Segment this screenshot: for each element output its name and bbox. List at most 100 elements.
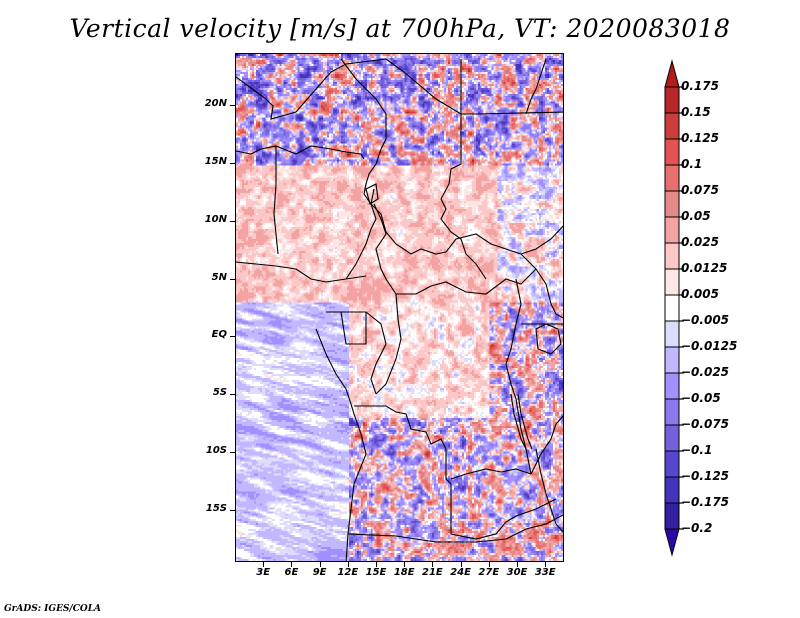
- border-drc-zambia: [450, 468, 532, 480]
- colorbar-level-label: −0.025: [681, 365, 730, 379]
- colorbar-extend-min: [664, 528, 680, 557]
- border-egypt-sudan: [460, 59, 563, 115]
- map-plot-area: [235, 53, 564, 562]
- x-tick-mark: [488, 562, 490, 567]
- border-car-sudan: [445, 233, 537, 270]
- colorbar-level-label: 0.1: [681, 157, 703, 171]
- y-tick-label: 5N: [211, 271, 227, 283]
- x-tick-label: 33E: [534, 567, 556, 578]
- colorbar-segment: [664, 138, 680, 166]
- x-tick-label: 12E: [337, 567, 359, 578]
- colorbar-level-label: −0.005: [681, 313, 730, 327]
- border-chad-sudan: [440, 198, 487, 280]
- colorbar-segment: [664, 216, 680, 244]
- x-tick-mark: [319, 562, 321, 567]
- border-angola-zambia: [450, 484, 497, 540]
- x-tick-mark: [263, 562, 265, 567]
- grads-credit: GrADS: IGES/COLA: [4, 604, 102, 614]
- colorbar-segment: [664, 424, 680, 452]
- x-tick-label: 3E: [256, 567, 271, 578]
- y-tick-mark: [230, 394, 235, 396]
- colorbar-level-label: 0.15: [681, 105, 711, 119]
- border-tanzania-zambia: [530, 415, 563, 475]
- x-tick-label: 24E: [450, 567, 471, 578]
- colorbar-level-label: 0.025: [681, 235, 719, 249]
- x-tick-mark: [460, 562, 462, 567]
- x-tick-label: 30E: [506, 567, 528, 578]
- y-tick-label: 10S: [205, 445, 227, 457]
- colorbar-extend-max: [664, 59, 680, 88]
- x-tick-mark: [432, 562, 434, 567]
- border-coast-westafrica: [236, 261, 367, 283]
- border-redsea-coast: [525, 58, 547, 115]
- colorbar-segment: [664, 86, 680, 114]
- y-tick-mark: [230, 162, 235, 164]
- colorbar-segment: [664, 190, 680, 218]
- colorbar-level-label: 0.125: [681, 131, 719, 145]
- border-benin-nigeria: [273, 146, 279, 255]
- border-nigeria-niger: [236, 145, 365, 160]
- colorbar-segment: [664, 372, 680, 400]
- border-algeria-niger: [236, 58, 387, 120]
- border-cameroon-chad: [363, 193, 447, 255]
- y-tick-mark: [230, 278, 235, 280]
- colorbar-segment: [664, 398, 680, 426]
- chart-title: Vertical velocity [m/s] at 700hPa, VT: 2…: [69, 14, 731, 43]
- border-lake-tanganyika: [510, 393, 533, 450]
- y-tick-mark: [230, 105, 235, 107]
- colorbar-segment: [664, 450, 680, 478]
- border-lake-chad: [365, 183, 379, 205]
- x-tick-label: 21E: [422, 567, 443, 578]
- colorbar-segment: [664, 242, 680, 270]
- y-tick-mark: [230, 509, 235, 511]
- border-coast-gabon-angola: [315, 328, 367, 561]
- colorbar-level-label: −0.075: [681, 417, 730, 431]
- y-tick-label: 20N: [204, 98, 227, 110]
- colorbar-level-label: 0.175: [681, 79, 719, 93]
- border-southsudan-ethiopia: [520, 225, 563, 255]
- colorbar-segment: [664, 320, 680, 348]
- x-tick-mark: [347, 562, 349, 567]
- colorbar-segment: [664, 112, 680, 140]
- colorbar-level-label: −0.0125: [681, 339, 738, 353]
- border-uganda-kenya: [535, 268, 563, 319]
- border-congo-gabon: [365, 311, 387, 395]
- x-tick-label: 9E: [312, 567, 327, 578]
- y-tick-label: EQ: [211, 329, 227, 341]
- border-niger-chad: [363, 148, 382, 195]
- x-tick-mark: [404, 562, 406, 567]
- colorbar-segment: [664, 294, 680, 322]
- colorbar-level-label: −0.175: [681, 495, 730, 509]
- border-malawi: [535, 448, 563, 533]
- border-libya-chad: [385, 58, 462, 200]
- colorbar-level-label: −0.2: [681, 521, 713, 535]
- border-angola-namibia: [347, 514, 563, 543]
- vertical-velocity-field: [236, 54, 563, 561]
- x-tick-mark: [291, 562, 293, 567]
- colorbar-level-label: −0.05: [681, 391, 721, 405]
- border-cameroon-car: [373, 203, 397, 295]
- border-car-drc: [396, 268, 537, 295]
- colorbar-level-label: 0.05: [681, 209, 711, 223]
- x-tick-label: 18E: [393, 567, 415, 578]
- x-tick-mark: [376, 562, 377, 567]
- border-lake-victoria: [535, 323, 562, 355]
- colorbar-level-label: 0.005: [681, 287, 719, 301]
- x-tick-mark: [517, 562, 518, 567]
- colorbar-level-label: 0.075: [681, 183, 719, 197]
- colorbar-level-label: 0.0125: [681, 261, 728, 275]
- country-borders: [236, 58, 563, 561]
- colorbar-segment: [664, 346, 680, 374]
- colorbar-level-label: −0.1: [681, 443, 713, 457]
- border-drc-angola: [354, 405, 452, 485]
- y-tick-label: 10N: [204, 213, 227, 225]
- colorbar-segment: [664, 268, 680, 296]
- colorbar-level-label: −0.125: [681, 469, 730, 483]
- colorbar-segment: [664, 164, 680, 192]
- y-tick-label: 15N: [204, 155, 227, 167]
- y-tick-label: 15S: [205, 502, 227, 514]
- border-congo-drc: [375, 293, 402, 395]
- border-gabon: [326, 311, 367, 345]
- colorbar-segment: [664, 502, 680, 530]
- x-tick-label: 6E: [284, 567, 299, 578]
